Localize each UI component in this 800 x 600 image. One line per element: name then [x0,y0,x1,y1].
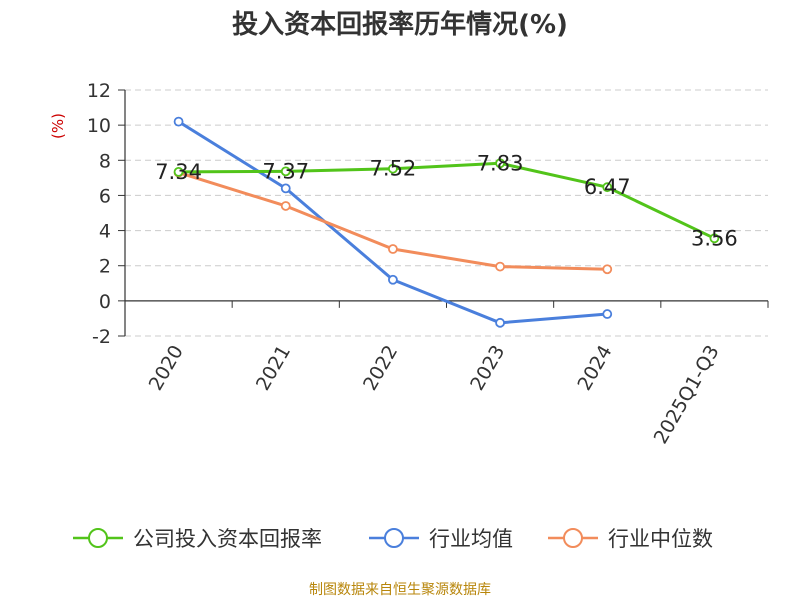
data-point [602,264,613,275]
data-label: 7.83 [477,151,524,175]
data-point [280,201,291,211]
x-tick-label: 2024 [573,342,616,395]
x-tick-label: 2020 [145,342,188,395]
x-tick-label: 2021 [252,342,295,395]
data-labels: 7.34 7.37 7.52 7.83 6.47 3.56 [155,151,738,250]
data-point [173,116,184,127]
y-tick-label: 6 [99,185,111,207]
y-tick-label: 12 [87,80,111,102]
data-label: 6.47 [584,175,631,199]
data-label: 7.52 [370,157,417,181]
legend-label: 公司投入资本回报率 [133,527,322,551]
y-tick-labels: 12 10 8 6 4 2 0 -2 [87,80,111,348]
data-label: 7.37 [262,159,309,183]
legend-marker [88,528,108,548]
legend: 公司投入资本回报率 行业均值 行业中位数 [73,527,713,551]
series-line-1 [177,120,608,325]
data-point [388,274,398,285]
x-tick-label: 2025Q1-Q3 [650,342,724,448]
series-line-0 [178,161,716,240]
legend-label: 行业均值 [429,527,513,551]
y-axis-unit: (%) [49,113,67,139]
data-point [602,182,613,193]
y-tick-label: 0 [99,291,111,313]
series-lines [173,116,720,328]
x-tick-labels: 2020 2021 2022 2023 2024 2025Q1-Q3 [145,342,724,448]
x-tick-label: 2022 [359,342,402,395]
data-point [388,244,398,254]
series-line-2 [178,171,608,271]
y-tick-label: 8 [99,150,111,172]
y-tick-label: -2 [92,326,111,348]
data-point [602,309,613,319]
y-tick-label: 2 [99,256,111,278]
data-point [280,166,291,177]
data-point [495,317,505,328]
gridlines [125,89,768,337]
x-tick-label: 2023 [466,342,509,395]
data-point [388,163,398,174]
legend-marker [563,528,583,548]
y-tick-label: 10 [87,115,111,137]
y-tick-label: 4 [99,221,111,243]
data-point [280,183,291,194]
legend-marker [384,528,404,548]
source-note: 制图数据来自恒生聚源数据库 [309,582,491,598]
data-point [495,158,505,169]
data-label: 3.56 [691,226,738,250]
data-point [173,166,184,177]
chart-title: 投入资本回报率历年情况(%) [232,9,568,40]
data-point [495,261,505,272]
legend-label: 行业中位数 [608,527,713,551]
data-point [709,233,720,244]
data-label: 7.34 [155,160,202,184]
